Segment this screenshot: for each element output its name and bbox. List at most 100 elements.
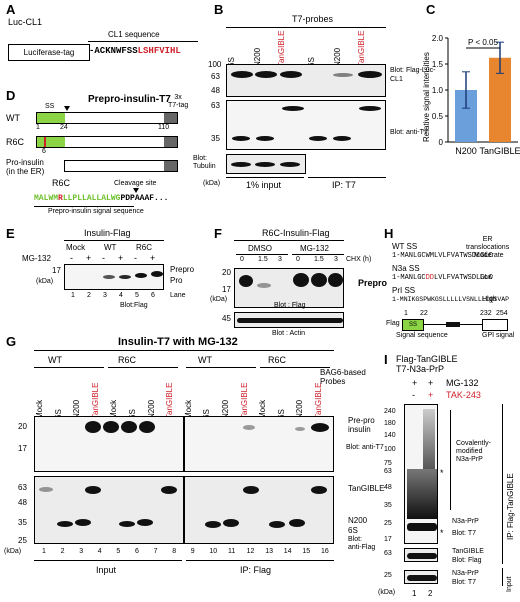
i-mw: 48: [384, 484, 392, 491]
i-mw: 25: [384, 572, 392, 579]
i-input-label: Input: [506, 576, 513, 592]
g-n200: N200: [348, 516, 368, 525]
f-time: 1.5: [258, 256, 268, 263]
row-proinsulin: Pro-insulin (in the ER): [6, 158, 45, 176]
e-lane-number: 4: [119, 292, 123, 299]
g-group: R6C: [118, 355, 137, 365]
i-blot-t7b-label: Blot: T7: [452, 579, 476, 586]
e-sign: +: [150, 253, 156, 263]
i-mw: 25: [384, 520, 392, 527]
prepro-insulin-title: Prepro-insulin-T7: [88, 94, 171, 105]
e-sign: -: [102, 253, 105, 263]
c-ytick-label: 0: [439, 138, 444, 147]
g-mw-63: 63: [18, 483, 27, 492]
signal-seq-label: Prepro-insulin signal sequence: [48, 208, 144, 215]
f-dmso: DMSO: [248, 244, 272, 253]
i-blot-flag: [404, 548, 438, 562]
e-blot: [64, 264, 164, 290]
i-sign2-1: -: [412, 390, 415, 400]
e-lane-number: 3: [103, 292, 107, 299]
f-mw-20: 20: [222, 268, 231, 277]
f-mw-17: 17: [222, 285, 231, 294]
e-lane-number: 6: [151, 292, 155, 299]
f-blot2: Blot : Actin: [272, 330, 306, 337]
e-mock: Mock: [66, 243, 86, 252]
panel-e-label: E: [6, 226, 15, 241]
i-blot-flag-label: Blot: Flag: [452, 557, 482, 564]
i-kda: (kDa): [378, 589, 396, 596]
h-er-wt: Moderate: [474, 252, 504, 259]
i-title: Flag-TanGIBLE T7-N3a-PrP: [396, 354, 458, 374]
h-prl-title: PrI SS: [392, 286, 416, 295]
f-time: 3: [334, 256, 338, 263]
g-lane-number: 14: [283, 548, 292, 555]
e-sign: -: [70, 253, 73, 263]
signal-peptide-seq: MALWMRLLPLLALLALWGPDPAAAF...: [34, 194, 169, 203]
i-mw: 180: [384, 420, 396, 427]
i-lane-2: 2: [428, 589, 433, 598]
i-mw: 17: [384, 536, 392, 543]
cleavage-site-label: Cleavage site: [114, 180, 157, 187]
g-title: Insulin-T7 with MG-132: [118, 336, 238, 348]
g-lane-label: TanGIBLE: [314, 382, 323, 419]
row-r6c: R6C: [6, 137, 25, 147]
i-mw: 240: [384, 408, 396, 415]
mw-b-63b: 63: [211, 101, 220, 110]
mw-b-35: 35: [211, 134, 220, 143]
g-group: WT: [48, 355, 62, 365]
g-lane-number: 12: [246, 548, 255, 555]
g-mw-17: 17: [18, 444, 27, 453]
cl1-sequence: -ACKNWFSSLSHFVIHL: [89, 46, 181, 56]
h-ss-box: SS: [402, 319, 424, 331]
i-sign1-1: +: [412, 378, 418, 388]
g-group-line: [108, 367, 178, 368]
e-sign: +: [86, 253, 92, 263]
f-title: R6C-Insulin-Flag: [262, 228, 330, 238]
panel-b-label: B: [214, 2, 224, 17]
i-mw: 63: [384, 468, 392, 475]
f-mw-45: 45: [222, 314, 231, 323]
g-ip: IP: Flag: [240, 565, 272, 575]
e-lane-number: 1: [71, 292, 75, 299]
g-blot2-input: [34, 476, 184, 544]
h-prl-seq: 1-MNIKGSPWKGSLLLLLVSNLLLCQSVAP: [392, 296, 510, 303]
t7-probes-header: T7-probes: [292, 14, 334, 24]
g-lane-number: 5: [116, 548, 121, 555]
i-sign2-2: +: [428, 390, 434, 400]
r6c-construct: [36, 136, 178, 148]
blot-anti-t7: [226, 100, 386, 150]
h-n3a-seq: 1-MANLGCDDLVLFVATWSDLGLC: [392, 274, 493, 282]
g-lane-number: 1: [42, 548, 46, 555]
e-lane-word: Lane: [170, 292, 186, 299]
h-wt-seq: 1-MANLGCWMLVLFVATWSDLGLC: [392, 252, 493, 260]
f-time: 3: [278, 256, 282, 263]
b-lane-label: TanGIBLE: [277, 30, 286, 67]
g-lane-number: 13: [265, 548, 273, 555]
g-blot2-label: Blot: anti-Flag: [348, 536, 376, 551]
e-blot-label: Blot:Flag: [120, 302, 148, 309]
f-kda: (kDa): [210, 296, 228, 303]
f-blot-flag: [234, 268, 344, 308]
cl1-bracket: [88, 41, 198, 42]
panel-d-label: D: [6, 88, 16, 103]
e-sign: -: [134, 253, 137, 263]
i-blot-t7: [404, 404, 438, 544]
blot-flag-luc-cl1: [226, 64, 386, 97]
h-n1: 1: [404, 310, 408, 317]
f-blot1: Blot : Flag: [274, 302, 306, 309]
h-signal-seq: Signal sequence: [396, 332, 448, 339]
h-n3a-title: N3a SS: [392, 264, 420, 273]
h-er-prl: High: [482, 296, 497, 303]
i-mw: 75: [384, 460, 392, 467]
i-tak243: TAK-243: [446, 390, 481, 400]
h-gpi-signal: GPI signal: [482, 332, 515, 339]
g-lane-number: 3: [79, 548, 84, 555]
i-star2: *: [440, 528, 444, 538]
g-blot1-ip: [184, 416, 334, 472]
e-mg132: MG-132: [22, 254, 51, 263]
i-ip-label: IP: Flag-TanGIBLE: [506, 473, 515, 540]
e-lane-number: 2: [87, 292, 91, 299]
mw-b-100: 100: [208, 60, 222, 69]
i-n3a1: N3a-PrP: [452, 518, 479, 525]
g-group-line: [186, 367, 256, 368]
